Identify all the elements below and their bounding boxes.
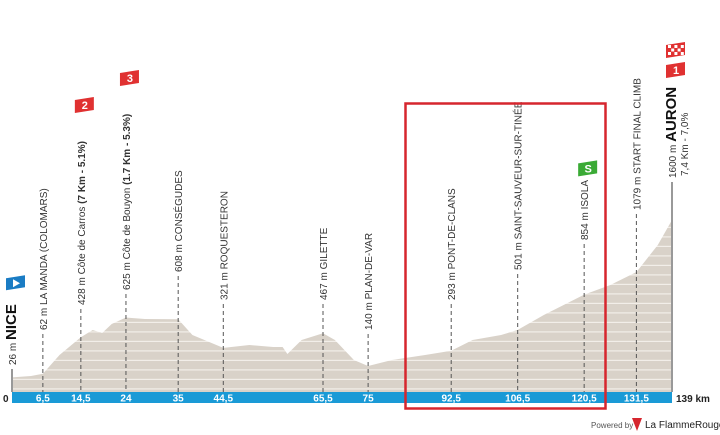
distance-axis-bar bbox=[12, 392, 672, 403]
climb-category-badge bbox=[74, 97, 94, 113]
waypoint-label: 140 m PLAN-DE-VAR bbox=[364, 233, 375, 330]
checker-square bbox=[674, 52, 678, 55]
x-tick-label: 14,5 bbox=[71, 394, 91, 405]
flamme-rouge-logo-icon bbox=[632, 418, 642, 431]
x-tick-label: 106,5 bbox=[505, 394, 530, 405]
waypoint-label: 62 m LA MANDA (COLOMARS) bbox=[39, 188, 50, 330]
play-arrow-icon bbox=[13, 279, 20, 288]
waypoint-label: 1079 m START FINAL CLIMB bbox=[632, 78, 643, 210]
elevation-profile-area bbox=[12, 220, 672, 392]
highlight-box bbox=[404, 102, 607, 410]
badge-category-text: 2 bbox=[82, 100, 88, 112]
brand-text: La FlammeRouge bbox=[645, 420, 720, 431]
checker-square bbox=[674, 45, 678, 48]
waypoint-label: 428 m Côte de Carros (7 Km - 5.1%) bbox=[77, 141, 88, 305]
climb-category-badge bbox=[119, 70, 139, 86]
badge-category-text: S bbox=[584, 163, 591, 175]
x-tick-label: 131,5 bbox=[624, 394, 649, 405]
waypoint-label: 625 m Côte de Bouyon (1.7 Km - 5.3%) bbox=[122, 114, 133, 290]
finish-flag-icon bbox=[666, 42, 685, 58]
waypoint-label: 1600 m AURON bbox=[663, 87, 680, 178]
waypoint-label: 26 m NICE bbox=[3, 304, 20, 365]
checker-square bbox=[680, 52, 684, 55]
x-tick-label: 24 bbox=[120, 394, 132, 405]
x-tick-label: 35 bbox=[173, 394, 185, 405]
waypoint-label: 501 m SAINT-SAUVEUR-SUR-TINÉE bbox=[512, 101, 525, 270]
waypoint-label: 321 m ROQUESTERON bbox=[219, 191, 230, 300]
sprint-badge-icon bbox=[578, 160, 598, 177]
x-tick-label: 6,5 bbox=[36, 394, 50, 405]
checker-square bbox=[671, 48, 675, 52]
x-tick-label: 65,5 bbox=[313, 394, 333, 405]
waypoint-label: 608 m CONSÉGUDES bbox=[172, 170, 185, 272]
checker-square bbox=[668, 52, 671, 55]
waypoint-label: 854 m ISOLA bbox=[580, 180, 591, 240]
finish-climb-detail: 7,4 Km - 7,0% bbox=[680, 113, 691, 176]
footer: Powered by La FlammeRouge bbox=[591, 418, 720, 431]
x-tick-label: 75 bbox=[363, 394, 375, 405]
powered-by-text: Powered by bbox=[591, 421, 633, 430]
x-tick-label: 120,5 bbox=[572, 394, 597, 405]
checker-square bbox=[680, 45, 684, 48]
checker-square bbox=[677, 48, 681, 52]
badge-category-text: 1 bbox=[673, 65, 679, 77]
x-tick-label: 92,5 bbox=[441, 394, 461, 405]
axis-end-label: 139 km bbox=[676, 394, 710, 405]
x-tick-label: 44,5 bbox=[214, 394, 234, 405]
checker-square bbox=[668, 45, 671, 48]
axis-start-label: 0 bbox=[3, 394, 9, 405]
waypoint-label: 467 m GILETTE bbox=[319, 227, 330, 300]
climb-category-badge bbox=[666, 62, 685, 78]
waypoint-label: 293 m PONT-DE-CLANS bbox=[447, 188, 458, 300]
badge-category-text: 3 bbox=[127, 73, 133, 85]
